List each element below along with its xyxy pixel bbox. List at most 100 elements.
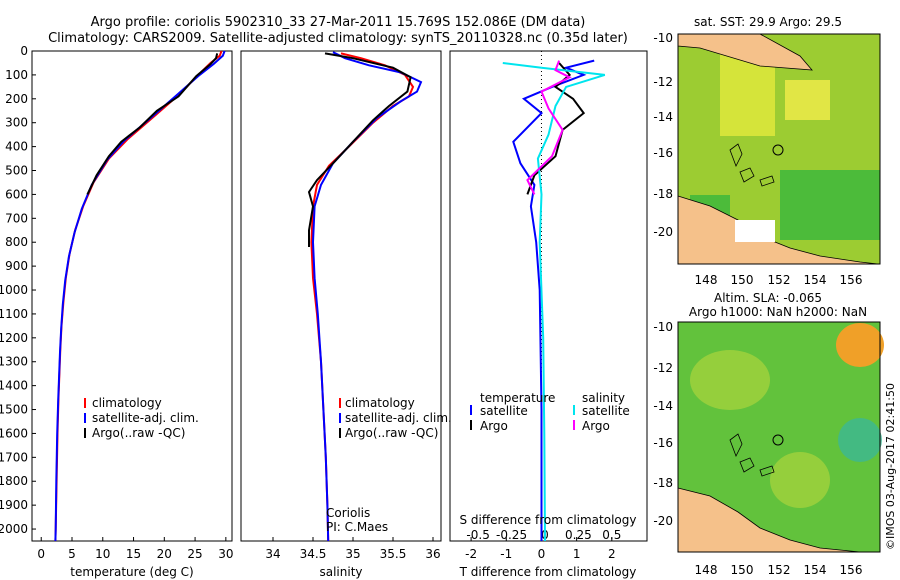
- sla-lat-tick: -18: [653, 476, 673, 490]
- y-tick-label: 1800: [0, 474, 28, 488]
- sal-legend-climatology: climatology: [345, 396, 415, 410]
- y-tick-label: 400: [5, 140, 28, 154]
- salinity-panel: 34 34.5 35 35.5 36 salinity climatology sate…: [240, 50, 452, 579]
- legend-s-satellite: satellite: [582, 404, 630, 418]
- temperature-panel: 0100200300400500600700800900100011001200…: [0, 44, 233, 579]
- x-tick-label: 5: [68, 547, 76, 561]
- sla-map-lon-axis: 148 150 152 154 156: [695, 563, 863, 577]
- y-tick-label: 500: [5, 164, 28, 178]
- sst-missing-data: [735, 220, 775, 242]
- y-tick-label: 1600: [0, 426, 28, 440]
- sla-lat-tick: -12: [653, 361, 673, 375]
- s-tick-label: 0.5: [602, 528, 621, 542]
- x-tick-label: -2: [465, 547, 477, 561]
- sst-map-title: sat. SST: 29.9 Argo: 29.5: [694, 15, 842, 29]
- legend-t-argo: Argo: [480, 419, 508, 433]
- series-argo-raw-qc: [307, 52, 412, 247]
- difference-legend: temperature satellite Argo salinity sate…: [470, 391, 630, 433]
- temperature-xlabel: temperature (deg C): [70, 565, 193, 579]
- sla-map-title-2: Argo h1000: NaN h2000: NaN: [689, 305, 867, 319]
- x-tick-label: 34: [265, 547, 280, 561]
- y-tick-label: 100: [5, 68, 28, 82]
- sla-map-title-1: Altim. SLA: -0.065: [714, 291, 822, 305]
- y-tick-label: 600: [5, 187, 28, 201]
- s-tick-label: -0.5: [466, 528, 489, 542]
- sla-map: Altim. SLA: -0.065 Argo h1000: NaN h2000…: [653, 291, 884, 577]
- y-tick-label: 800: [5, 235, 28, 249]
- sst-lat-tick: -16: [653, 146, 673, 160]
- sst-cool-patch: [780, 170, 880, 240]
- sla-lat-tick: -16: [653, 436, 673, 450]
- y-tick-label: 1700: [0, 450, 28, 464]
- annotation-pi: PI: C.Maes: [326, 520, 388, 534]
- sst-lon-tick: 150: [731, 273, 754, 287]
- series-argo-raw-qc: [86, 53, 219, 195]
- sst-lat-tick: -14: [653, 110, 673, 124]
- sla-lon-tick: 156: [840, 563, 863, 577]
- t-difference-label: T difference from climatology: [459, 565, 637, 579]
- y-tick-label: 1100: [0, 307, 28, 321]
- salinity-xlabel: salinity: [319, 565, 362, 579]
- sla-map-lat-axis: -10 -12 -14 -16 -18 -20: [653, 320, 673, 528]
- title-line2: Climatology: CARS2009. Satellite-adjuste…: [48, 31, 628, 46]
- y-tick-label: 1900: [0, 498, 28, 512]
- y-tick-label: 0: [20, 44, 28, 58]
- y-tick-label: 300: [5, 116, 28, 130]
- x-tick-label: 15: [126, 547, 141, 561]
- sst-lat-tick: -12: [653, 75, 673, 89]
- sal-legend-argo: Argo(..raw -QC): [345, 426, 438, 440]
- salinity-frame: [240, 50, 442, 542]
- legend-s-argo: Argo: [582, 419, 610, 433]
- sst-map-lat-axis: -10 -12 -14 -16 -18 -20: [653, 31, 673, 239]
- sst-map-lon-axis: 148 150 152 154 156: [695, 273, 863, 287]
- y-tick-label: 1200: [0, 331, 28, 345]
- x-tick-label: 10: [95, 547, 110, 561]
- y-tick-label: 900: [5, 259, 28, 273]
- credit: ©IMOS 03-Aug-2017 02:41:50: [884, 383, 897, 550]
- sla-lon-tick: 148: [695, 563, 718, 577]
- s-difference-label: S difference from climatology: [460, 513, 637, 527]
- sst-map: sat. SST: 29.9 Argo: 29.5 -10 -12 -14 -1…: [653, 15, 881, 287]
- sst-warm-patch-2: [785, 80, 830, 120]
- s-tick-label: -0.25: [496, 528, 527, 542]
- sst-lon-tick: 156: [840, 273, 863, 287]
- sst-lon-tick: 154: [804, 273, 827, 287]
- temperature-frame: [31, 50, 233, 542]
- temperature-lines: [54, 50, 226, 542]
- y-tick-label: 1500: [0, 403, 28, 417]
- series-climatology: [54, 50, 223, 542]
- y-tick-label: 1000: [0, 283, 28, 297]
- sla-lon-tick: 150: [731, 563, 754, 577]
- depth-axis: 0 100 200 300 400 500 600 700 800 900 1000 1100 1200…: [0, 44, 36, 536]
- temperature-legend: climatology satellite-adj. clim. Argo(..…: [84, 396, 199, 440]
- sst-argo-marker: [772, 144, 784, 156]
- sst-lat-tick: -20: [653, 225, 673, 239]
- sla-reefs: [729, 433, 775, 477]
- series-salinity-satellite: [502, 62, 606, 542]
- sst-lat-tick: -18: [653, 187, 673, 201]
- legend-satellite: satellite-adj. clim.: [92, 411, 199, 425]
- sla-lat-tick: -10: [653, 320, 673, 334]
- series-temperature-argo: [526, 62, 586, 195]
- difference-panel: -2 -1 0 1 2 -0.5 -0.25 0 0.25 0.5 S difference f…: [449, 50, 648, 579]
- s-tick-label: 0.25: [565, 528, 592, 542]
- x-tick-label: 2: [608, 547, 616, 561]
- legend-argo: Argo(..raw -QC): [92, 426, 185, 440]
- sal-legend-satellite: satellite-adj. clim.: [345, 411, 452, 425]
- sst-land-png: [677, 33, 813, 71]
- sla-map-frame: [677, 321, 881, 553]
- sla-lon-tick: 154: [804, 563, 827, 577]
- sst-lat-tick: -10: [653, 31, 673, 45]
- difference-s-axis: -0.5 -0.25 0 0.25 0.5: [466, 528, 621, 542]
- salinity-x-axis: 34 34.5 35 35.5 36: [265, 537, 441, 561]
- sla-argo-marker: [772, 434, 784, 446]
- x-tick-label: 0: [37, 547, 45, 561]
- y-tick-label: 200: [5, 92, 28, 106]
- sst-reefs: [729, 143, 775, 187]
- x-tick-label: 20: [157, 547, 172, 561]
- sla-warm-patch: [836, 323, 884, 367]
- salinity-legend: climatology satellite-adj. clim. Argo(..…: [339, 396, 452, 440]
- x-tick-label: 30: [218, 547, 233, 561]
- x-tick-label: 1: [573, 547, 581, 561]
